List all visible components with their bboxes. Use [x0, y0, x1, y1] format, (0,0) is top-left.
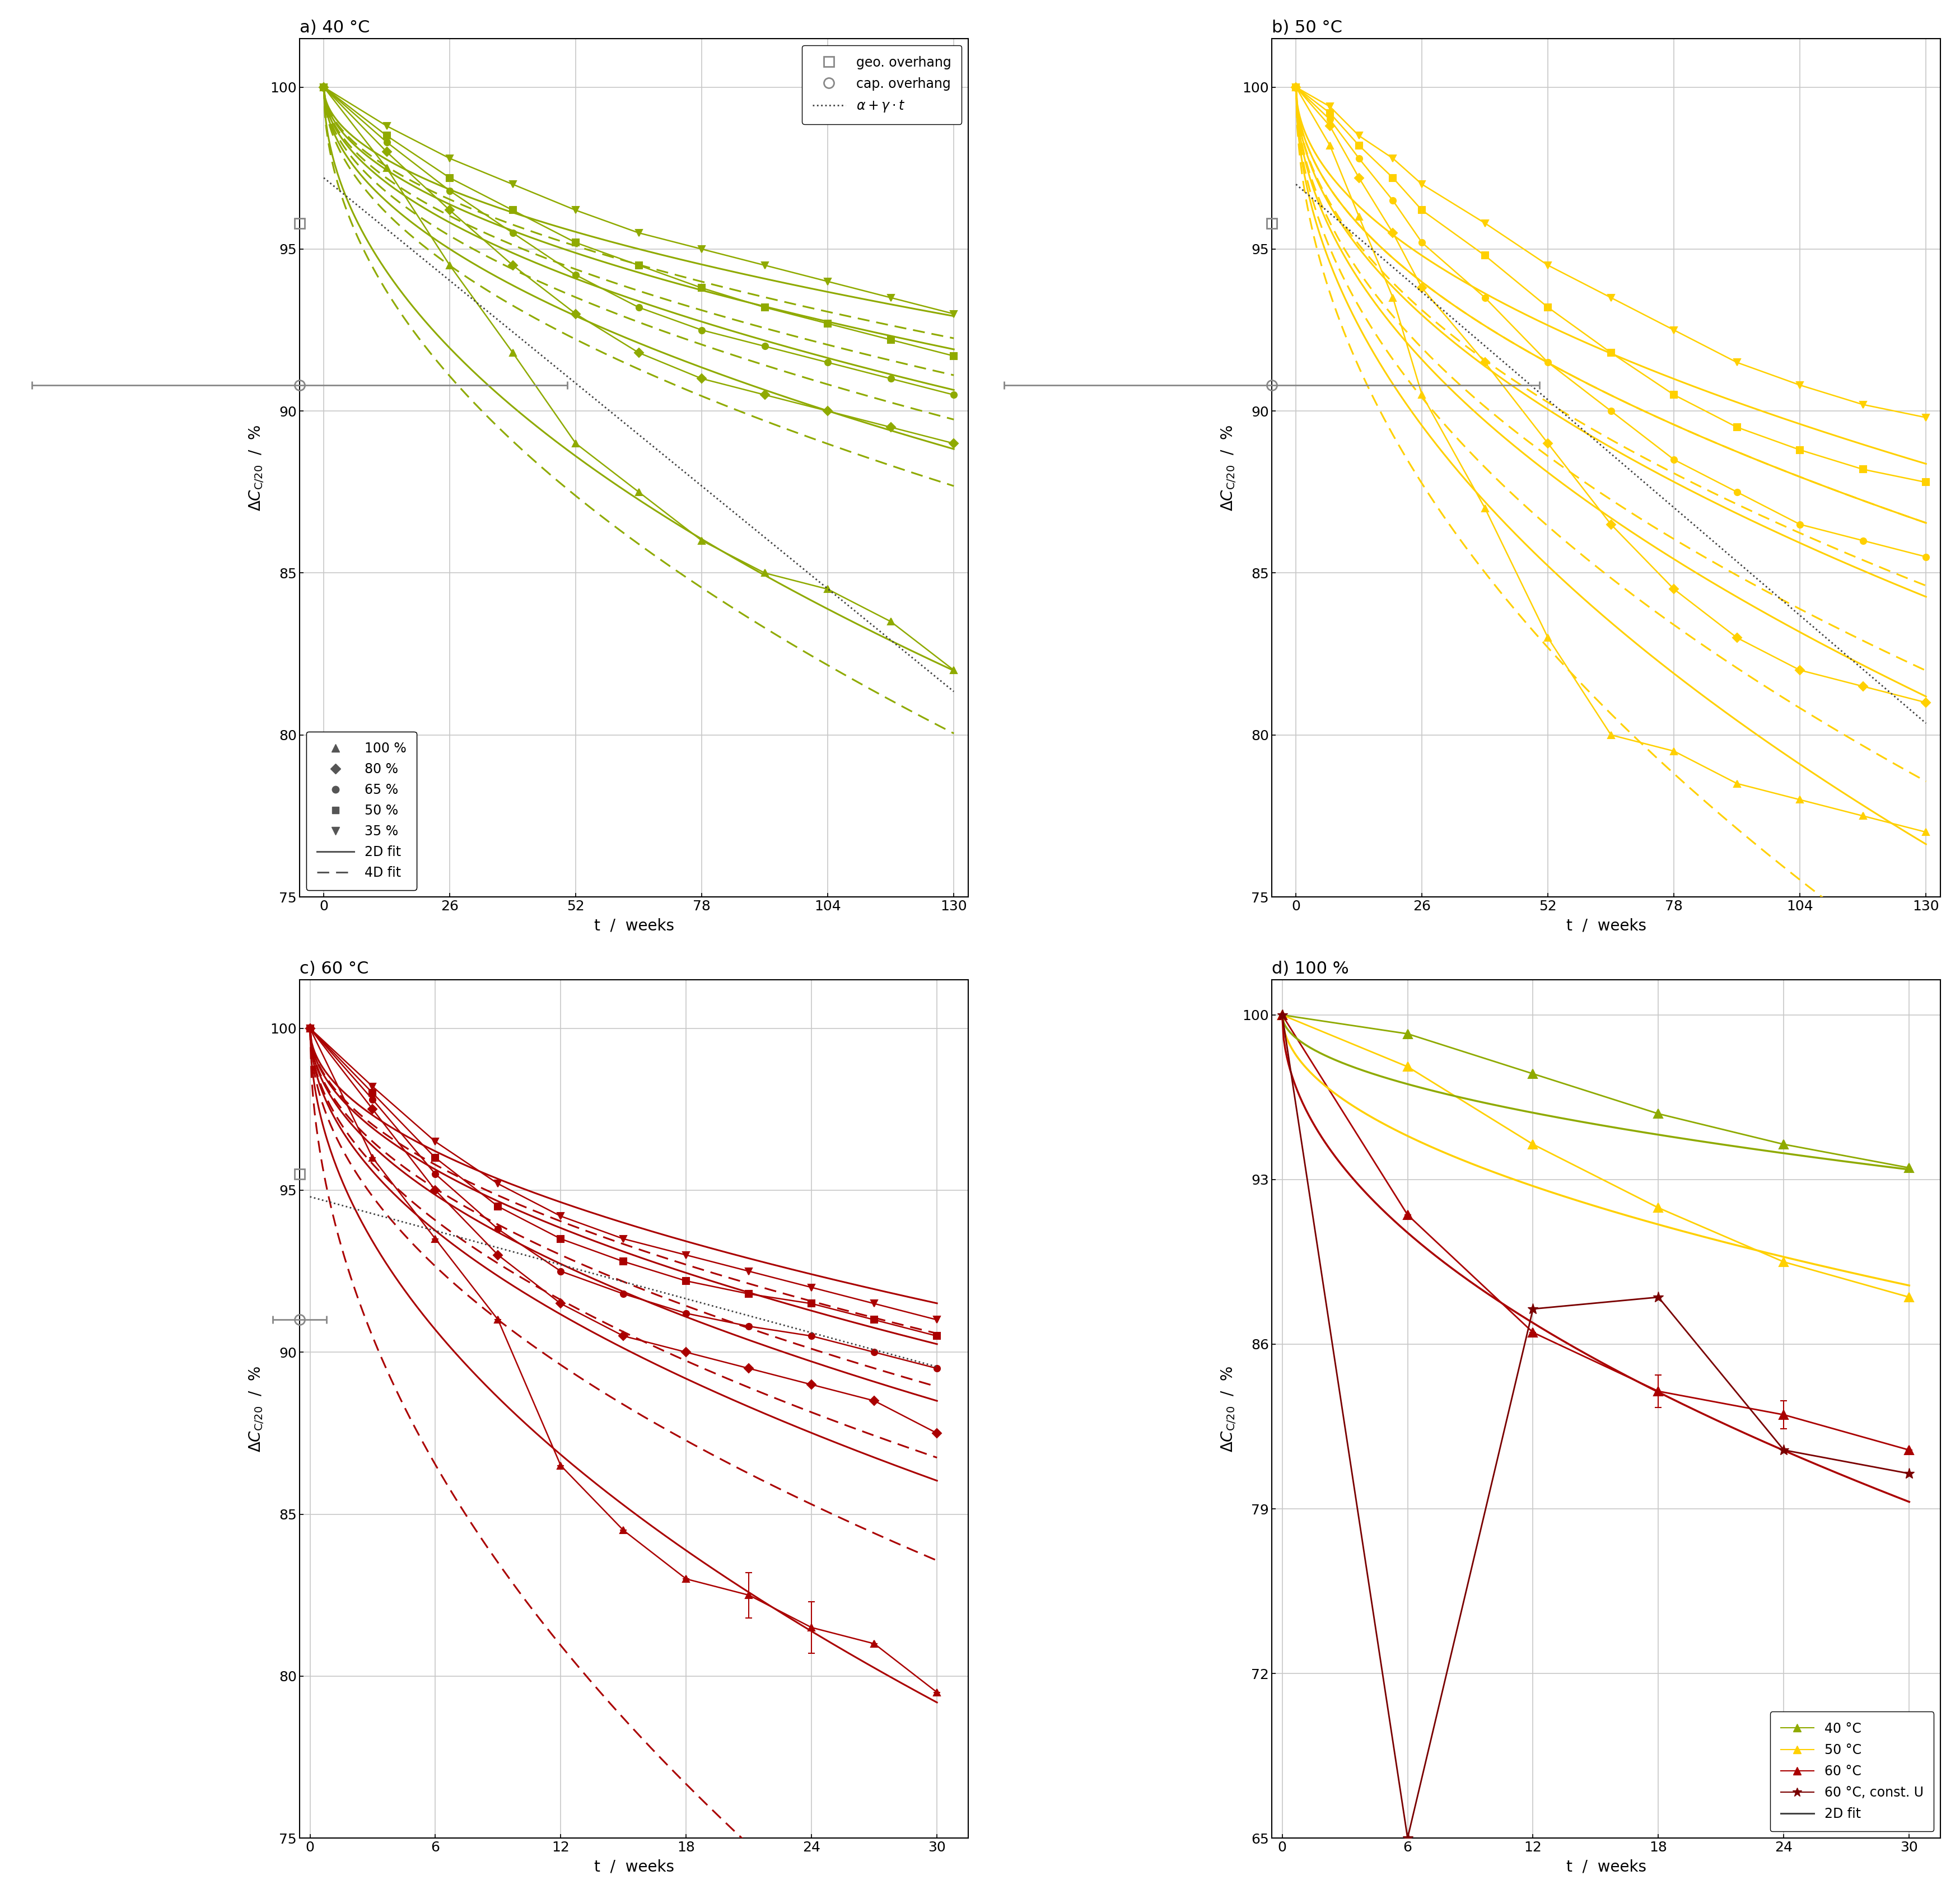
X-axis label: t  /  weeks: t / weeks: [1566, 919, 1646, 934]
Y-axis label: $\Delta C_\mathrm{C/20}$  /  %: $\Delta C_\mathrm{C/20}$ / %: [247, 1366, 265, 1453]
X-axis label: t  /  weeks: t / weeks: [594, 1858, 674, 1875]
X-axis label: t  /  weeks: t / weeks: [1566, 1858, 1646, 1875]
Text: a) 40 °C: a) 40 °C: [300, 19, 370, 36]
X-axis label: t  /  weeks: t / weeks: [594, 919, 674, 934]
Text: b) 50 °C: b) 50 °C: [1272, 19, 1343, 36]
Legend: 40 °C, 50 °C, 60 °C, 60 °C, const. U, 2D fit: 40 °C, 50 °C, 60 °C, 60 °C, const. U, 2D…: [1770, 1712, 1935, 1831]
Y-axis label: $\Delta C_\mathrm{C/20}$  /  %: $\Delta C_\mathrm{C/20}$ / %: [1219, 424, 1237, 511]
Legend: 100 %, 80 %, 65 %, 50 %, 35 %, 2D fit, 4D fit: 100 %, 80 %, 65 %, 50 %, 35 %, 2D fit, 4…: [306, 731, 417, 890]
Y-axis label: $\Delta C_\mathrm{C/20}$  /  %: $\Delta C_\mathrm{C/20}$ / %: [1219, 1366, 1237, 1453]
Y-axis label: $\Delta C_\mathrm{C/20}$  /  %: $\Delta C_\mathrm{C/20}$ / %: [247, 424, 265, 511]
Text: d) 100 %: d) 100 %: [1272, 960, 1348, 977]
Text: c) 60 °C: c) 60 °C: [300, 960, 368, 977]
